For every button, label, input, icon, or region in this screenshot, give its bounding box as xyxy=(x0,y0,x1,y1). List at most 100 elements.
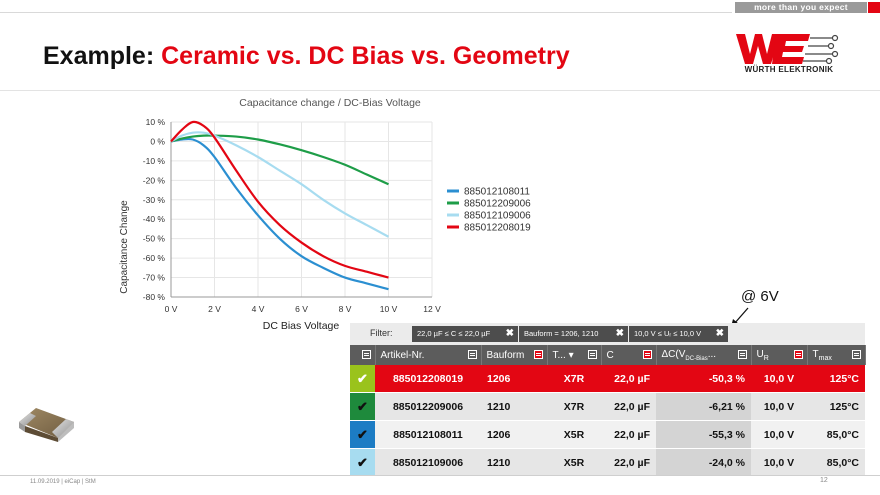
cell-type: X7R xyxy=(547,392,601,421)
column-header-capacitance[interactable]: C xyxy=(601,345,657,365)
column-menu-icon[interactable] xyxy=(361,350,371,359)
filter-bar: Filter: 22,0 µF ≤ C ≤ 22,0 µF ✖ Bauform =… xyxy=(350,323,865,345)
y-tick-label: -10 % xyxy=(143,156,166,166)
row-checkbox[interactable]: ✔ xyxy=(350,448,375,477)
x-tick-label: 12 V xyxy=(423,304,441,314)
x-tick-label: 4 V xyxy=(252,304,265,314)
column-filter-active-icon[interactable] xyxy=(642,350,652,359)
cell-ur: 10,0 V xyxy=(751,365,807,393)
column-header-ur[interactable]: UR xyxy=(751,345,808,365)
title-prefix: Example: xyxy=(43,42,162,70)
remove-filter-icon[interactable]: ✖ xyxy=(615,328,624,339)
x-tick-label: 10 V xyxy=(380,304,398,314)
cell-bauform: 1210 xyxy=(481,448,547,477)
footer-rule xyxy=(0,475,880,476)
filter-chip-capacitance[interactable]: 22,0 µF ≤ C ≤ 22,0 µF ✖ xyxy=(412,326,518,342)
column-menu-icon[interactable] xyxy=(737,350,747,359)
cell-bauform: 1210 xyxy=(481,392,547,421)
cell-type: X5R xyxy=(547,420,601,449)
y-tick-label: -30 % xyxy=(143,195,166,205)
table-row[interactable]: ✔ 885012109006 1210 X5R 22,0 µF -24,0 % … xyxy=(350,448,865,477)
page-number: 12 xyxy=(820,477,828,484)
chart-title: Capacitance change / DC-Bias Voltage xyxy=(239,97,421,109)
column-header-tmax[interactable]: Tmax xyxy=(807,345,866,365)
column-header-type[interactable]: T... ▾ xyxy=(547,345,602,365)
column-filter-active-icon[interactable] xyxy=(793,350,803,359)
y-tick-label: -60 % xyxy=(143,253,166,263)
footer-text: 11.09.2019 | eiCap | StM xyxy=(30,479,96,485)
row-checkbox[interactable]: ✔ xyxy=(350,392,375,421)
we-logo-icon xyxy=(736,34,839,65)
cell-bauform: 1206 xyxy=(481,365,547,393)
cell-capacitance: 22,0 µF xyxy=(601,392,656,421)
company-logo: WÜRTH ELEKTRONIK xyxy=(732,32,844,78)
cell-capacitance: 22,0 µF xyxy=(601,420,656,449)
column-header-select[interactable] xyxy=(350,345,376,365)
y-tick-label: -40 % xyxy=(143,214,166,224)
column-menu-icon[interactable] xyxy=(851,350,861,359)
column-header-sub: R xyxy=(763,354,769,362)
cell-delta-c: -6,21 % xyxy=(656,392,751,421)
legend-label: 885012208019 xyxy=(464,223,531,234)
filter-chip-text: Bauform = 1206, 1210 xyxy=(524,329,599,338)
x-tick-label: 6 V xyxy=(295,304,308,314)
table-row[interactable]: ✔ 885012108011 1206 X5R 22,0 µF -55,3 % … xyxy=(350,420,865,449)
ceramic-capacitor-image xyxy=(19,408,74,442)
legend-label: 885012209006 xyxy=(464,199,531,210)
column-header-sub: DC-Bias xyxy=(685,355,708,362)
column-menu-icon[interactable] xyxy=(467,350,477,359)
column-filter-active-icon[interactable] xyxy=(533,350,543,359)
y-tick-label: -20 % xyxy=(143,175,166,185)
column-header-artikel[interactable]: Artikel-Nr. xyxy=(375,345,482,365)
chart-legend: 8850121080118850122090068850121090068850… xyxy=(447,187,531,234)
column-menu-icon[interactable] xyxy=(587,350,597,359)
cell-ur: 10,0 V xyxy=(751,448,807,477)
x-tick-label: 2 V xyxy=(208,304,221,314)
legend-label: 885012109006 xyxy=(464,211,531,222)
filter-label: Filter: xyxy=(370,328,393,338)
check-icon: ✔ xyxy=(357,370,368,386)
filter-chip-voltage[interactable]: 10,0 V ≤ Uᵣ ≤ 10,0 V ✖ xyxy=(629,326,728,342)
tagline: more than you expect xyxy=(735,2,867,13)
remove-filter-icon[interactable]: ✖ xyxy=(505,328,514,339)
column-header-label: Artikel-Nr. xyxy=(380,349,425,361)
column-header-label: C xyxy=(606,349,614,361)
dc-bias-chart: Capacitance change / DC-Bias Voltage Cap… xyxy=(119,97,531,332)
chart-grid xyxy=(170,121,433,298)
check-icon: ✔ xyxy=(357,426,368,442)
column-header-label: ΔC(V xyxy=(661,348,686,360)
column-header-bauform[interactable]: Bauform xyxy=(481,345,548,365)
title-highlight: Ceramic vs. DC Bias vs. Geometry xyxy=(161,42,570,70)
filter-chip-bauform[interactable]: Bauform = 1206, 1210 ✖ xyxy=(519,326,628,342)
table-row[interactable]: ✔ 885012209006 1210 X7R 22,0 µF -6,21 % … xyxy=(350,392,865,421)
row-checkbox[interactable]: ✔ xyxy=(350,420,375,449)
annotation-6v: @ 6V xyxy=(741,288,779,305)
filter-chip-text: 10,0 V ≤ Uᵣ ≤ 10,0 V xyxy=(634,329,702,338)
column-header-label: T xyxy=(812,348,819,360)
check-icon: ✔ xyxy=(357,398,368,414)
row-checkbox[interactable]: ✔ xyxy=(350,365,375,393)
cell-ur: 10,0 V xyxy=(751,420,807,449)
cell-artikel: 885012109006 xyxy=(375,448,481,477)
accent-block xyxy=(868,2,880,13)
cell-tmax: 125°C xyxy=(807,365,865,393)
cell-artikel: 885012108011 xyxy=(375,420,481,449)
y-tick-label: -70 % xyxy=(143,273,166,283)
cell-bauform: 1206 xyxy=(481,420,547,449)
table-row[interactable]: ✔ 885012208019 1206 X7R 22,0 µF -50,3 % … xyxy=(350,365,865,393)
check-icon: ✔ xyxy=(357,454,368,470)
cell-capacitance: 22,0 µF xyxy=(601,448,656,477)
y-axis-label: Capacitance Change xyxy=(119,200,130,294)
x-tick-label: 0 V xyxy=(165,304,178,314)
y-tick-label: -50 % xyxy=(143,234,166,244)
cell-tmax: 85,0°C xyxy=(807,448,865,477)
column-header-tail: ... xyxy=(707,348,717,360)
column-header-sub: max xyxy=(818,354,832,362)
y-tick-label: -80 % xyxy=(143,292,166,302)
column-header-label: Bauform xyxy=(486,349,525,361)
chart-series xyxy=(170,120,390,291)
cell-delta-c: -24,0 % xyxy=(656,448,751,477)
column-header-delta-c[interactable]: ΔC(VDC-Bias... xyxy=(656,345,752,365)
cell-delta-c: -55,3 % xyxy=(656,420,751,449)
remove-filter-icon[interactable]: ✖ xyxy=(715,328,724,339)
